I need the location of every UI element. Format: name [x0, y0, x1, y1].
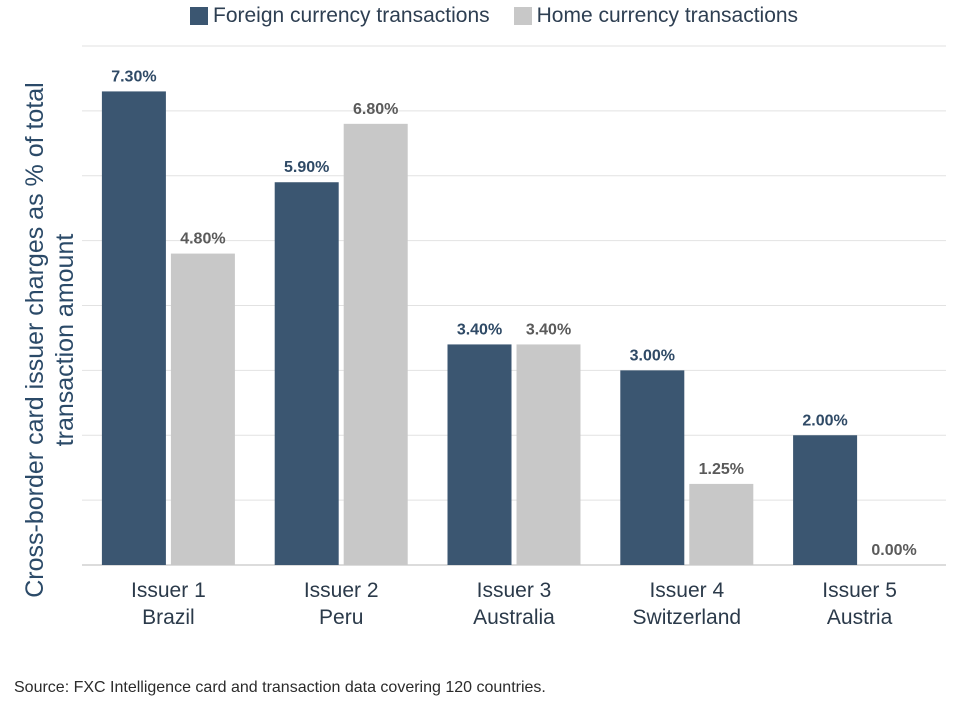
x-tick-label-3-1: Issuer 3 [477, 579, 552, 602]
x-tick-label-3-2: Australia [473, 606, 555, 629]
data-label-home-4: 1.25% [699, 461, 744, 478]
x-tick-label-2-2: Peru [319, 606, 363, 629]
data-label-foreign-4: 3.00% [630, 347, 675, 364]
bar-home-4 [689, 483, 754, 565]
bar-foreign-5 [793, 435, 858, 565]
legend-swatch-home [513, 7, 532, 25]
source-note: Source: FXC Intelligence card and transa… [14, 679, 546, 696]
bar-foreign-1 [101, 91, 166, 565]
x-tick-label-2-1: Issuer 2 [304, 579, 379, 602]
data-label-home-2: 6.80% [353, 101, 398, 118]
data-label-foreign-2: 5.90% [284, 159, 329, 176]
x-tick-label-4-1: Issuer 4 [649, 579, 724, 602]
data-label-home-3: 3.40% [526, 321, 571, 338]
legend-item-home: Home currency transactions [513, 4, 799, 28]
bar-home-1 [170, 253, 235, 565]
bar-foreign-3 [447, 344, 512, 565]
x-tick-label-1-2: Brazil [142, 606, 195, 629]
legend-label-foreign: Foreign currency transactions [213, 4, 490, 27]
data-label-home-1: 4.80% [180, 231, 225, 248]
data-label-home-5: 0.00% [871, 542, 916, 559]
data-label-foreign-5: 2.00% [802, 412, 847, 429]
legend-swatch-foreign [190, 7, 208, 25]
legend-item-foreign: Foreign currency transactions [190, 4, 490, 28]
x-tick-label-5-2: Austria [827, 606, 893, 629]
x-tick-label-4-2: Switzerland [633, 606, 742, 629]
bar-foreign-2 [274, 182, 339, 566]
bar-foreign-4 [620, 370, 685, 565]
x-tick-label-5-1: Issuer 5 [822, 579, 897, 602]
legend-label-home: Home currency transactions [536, 4, 799, 27]
chart-legend: Foreign currency transactions Home curre… [190, 4, 822, 28]
bar-home-2 [343, 123, 408, 565]
x-tick-label-1-1: Issuer 1 [131, 579, 206, 602]
data-label-foreign-3: 3.40% [457, 321, 502, 338]
data-label-foreign-1: 7.30% [111, 68, 156, 85]
bar-home-3 [516, 344, 581, 565]
